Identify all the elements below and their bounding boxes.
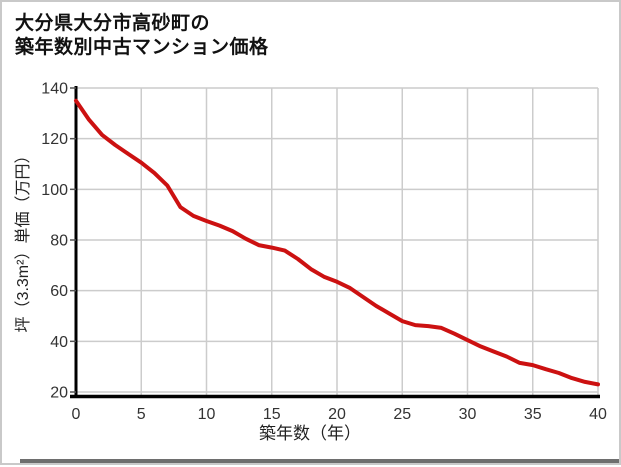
y-tick-label: 140 (41, 81, 68, 98)
x-tick-label: 5 (137, 406, 146, 423)
bottom-edge-strip (20, 459, 619, 463)
x-tick-label: 35 (524, 406, 542, 423)
y-tick-label: 120 (41, 131, 68, 148)
chart-title-line2: 築年数別中古マンション価格 (15, 37, 269, 58)
y-tick-label: 100 (41, 182, 68, 199)
x-tick-label: 0 (72, 406, 81, 423)
x-tick-label: 40 (589, 406, 607, 423)
x-tick-label: 10 (198, 406, 216, 423)
y-tick-label: 20 (50, 385, 68, 402)
y-tick-label: 60 (50, 283, 68, 300)
y-axis-title: 坪（3.3m²）単価（万円） (14, 148, 32, 333)
chart-title: 大分県大分市高砂町の 築年数別中古マンション価格 (15, 12, 269, 60)
chart-title-line1: 大分県大分市高砂町の (15, 13, 211, 34)
x-tick-label: 30 (459, 406, 477, 423)
x-axis-title: 築年数（年） (259, 424, 361, 443)
y-tick-label: 80 (50, 233, 68, 250)
x-tick-label: 25 (393, 406, 411, 423)
x-tick-label: 15 (263, 406, 281, 423)
y-tick-label: 40 (50, 334, 68, 351)
x-tick-label: 20 (328, 406, 346, 423)
price-line-series (74, 98, 600, 387)
